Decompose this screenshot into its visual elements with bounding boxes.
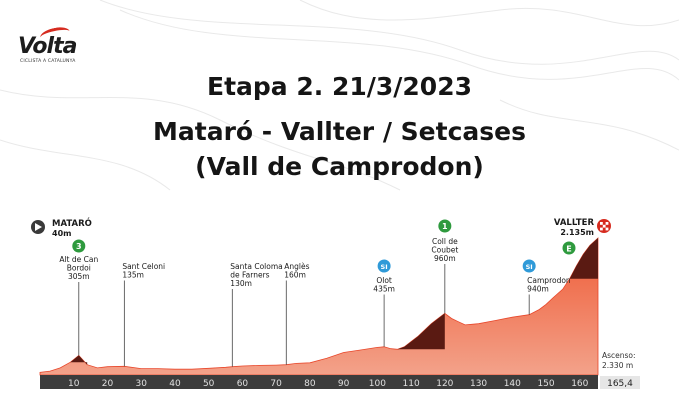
point-label-6-1: Coubet [431, 246, 458, 255]
point-label-3-2: 130m [230, 279, 252, 288]
start-arrow-icon [35, 223, 42, 231]
x-tick-label-10: 10 [68, 379, 80, 389]
start-name: MATARÓ [52, 217, 92, 229]
badge-icon-6 [438, 219, 452, 233]
x-tick-label-60: 60 [237, 379, 249, 389]
point-label-1-1: Bordoi [67, 264, 91, 273]
point-label-2-1: 135m [122, 271, 144, 280]
x-tick-label-40: 40 [169, 379, 181, 389]
finish-climb-badge-icon [562, 241, 576, 255]
finish-climb-badge-text: E [566, 245, 571, 254]
x-tick-label-100: 100 [369, 379, 386, 389]
point-label-4-1: 160m [284, 271, 306, 280]
ascent-value: 2.330 m [602, 361, 633, 370]
x-tick-label-120: 120 [436, 379, 453, 389]
climb-segment-0 [70, 355, 88, 365]
climb-segment-1 [397, 313, 445, 350]
stage-title: Etapa 2. 21/3/2023 [207, 72, 472, 101]
ascent-label: Ascenso: [602, 351, 636, 360]
point-label-3-1: de Farners [230, 271, 269, 280]
logo-subtitle: CICLISTA A CATALUNYA [20, 59, 76, 64]
point-label-5-1: 435m [373, 285, 395, 294]
distance-axis-bar [40, 375, 598, 389]
badge-text-5: SI [381, 263, 388, 271]
finish-name: VALLTER [554, 218, 595, 228]
point-label-5-0: Olot [376, 276, 392, 285]
badge-icon-5 [377, 259, 391, 273]
badge-text-1: 3 [76, 242, 82, 251]
finish-altitude: 2.135m [560, 228, 594, 237]
x-tick-label-140: 140 [504, 379, 521, 389]
point-label-2-0: Sant Celoni [122, 262, 165, 271]
point-label-6-2: 960m [434, 254, 456, 263]
stage-route: Mataró - Vallter / Setcases [153, 117, 526, 146]
x-tick-label-50: 50 [203, 379, 215, 389]
point-label-7-1: 940m [527, 285, 549, 294]
total-distance-label: 165,4 [607, 379, 633, 389]
x-tick-label-30: 30 [135, 379, 147, 389]
volta-logo: Volta CICLISTA A CATALUNYA [18, 25, 108, 68]
point-label-1-2: 305m [68, 272, 90, 281]
stage-route-detail: (Vall de Camprodon) [195, 152, 484, 181]
badge-icon-7 [522, 259, 536, 273]
x-tick-label-110: 110 [403, 379, 420, 389]
point-label-4-0: Anglès [284, 262, 309, 271]
badge-text-7: SI [526, 263, 533, 271]
point-label-1-0: Alt de Can [59, 255, 98, 264]
start-altitude: 40m [52, 229, 71, 238]
point-label-7-0: Camprodon [527, 276, 571, 285]
badge-text-6: 1 [442, 222, 448, 231]
x-tick-label-150: 150 [537, 379, 554, 389]
climb-segment-2 [569, 238, 598, 279]
point-label-6-0: Coll de [432, 237, 458, 246]
x-tick-label-160: 160 [571, 379, 588, 389]
x-tick-label-20: 20 [102, 379, 114, 389]
profile-area [39, 237, 599, 376]
point-label-3-0: Santa Coloma [230, 262, 282, 271]
x-tick-label-130: 130 [470, 379, 487, 389]
logo-wordmark: Volta [18, 34, 77, 59]
total-distance-box [600, 376, 640, 389]
badge-icon-1 [72, 239, 86, 253]
x-tick-label-80: 80 [304, 379, 316, 389]
x-tick-label-70: 70 [270, 379, 282, 389]
x-tick-label-90: 90 [338, 379, 350, 389]
